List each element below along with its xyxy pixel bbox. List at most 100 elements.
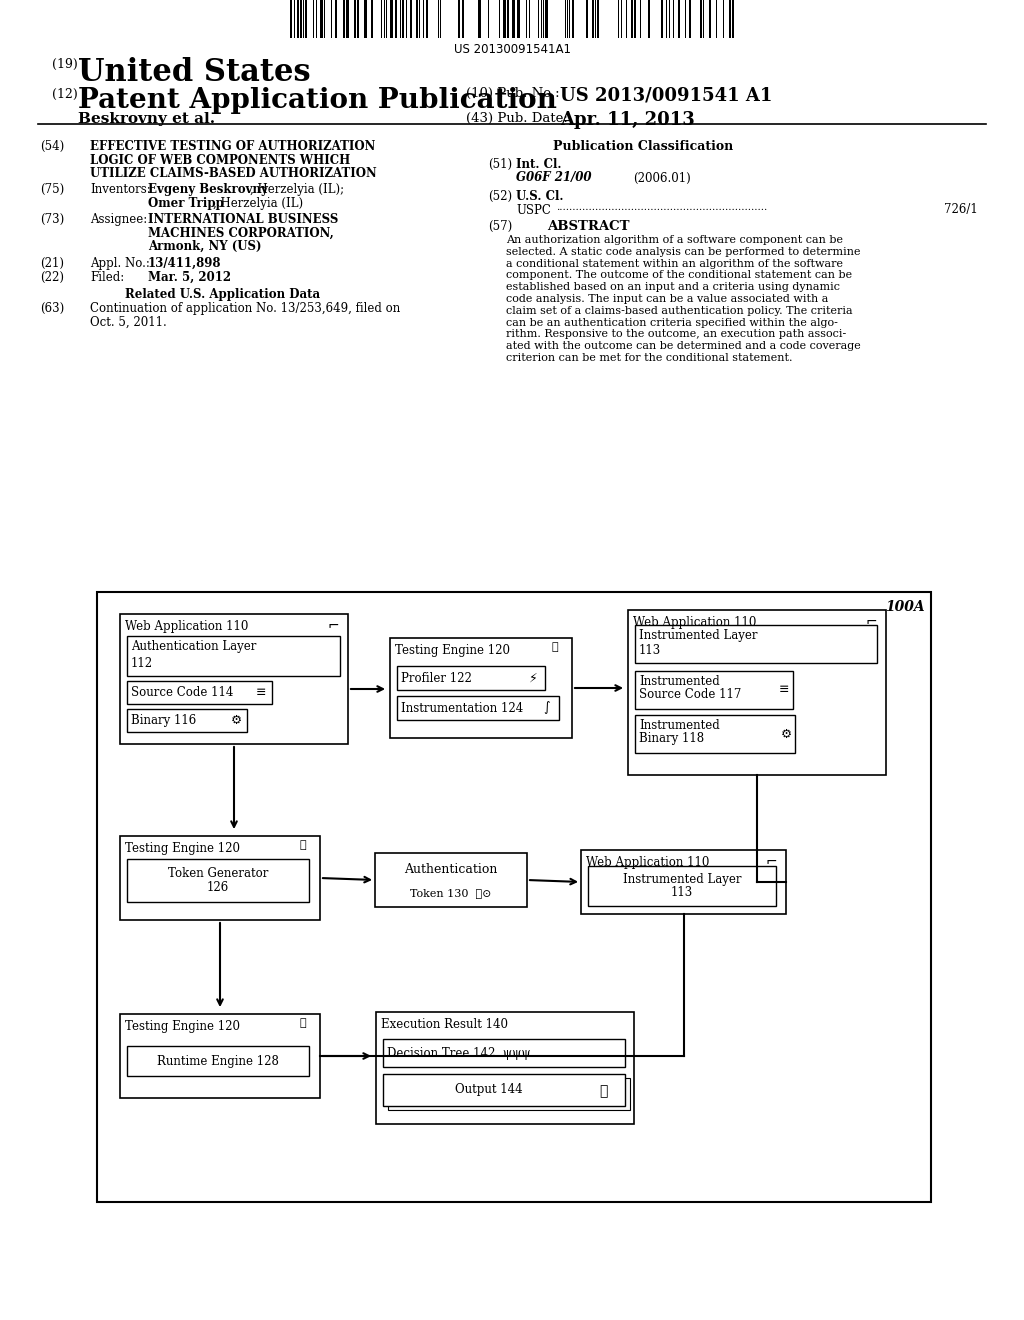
- Bar: [319, 0, 323, 38]
- Text: US 20130091541A1: US 20130091541A1: [454, 44, 570, 55]
- Bar: [588, 866, 776, 906]
- Bar: [458, 0, 460, 38]
- Text: 📋: 📋: [300, 1018, 306, 1028]
- Bar: [635, 624, 877, 663]
- Text: EFFECTIVE TESTING OF AUTHORIZATION: EFFECTIVE TESTING OF AUTHORIZATION: [90, 140, 376, 153]
- Text: can be an authentication criteria specified within the algo-: can be an authentication criteria specif…: [506, 318, 838, 327]
- Bar: [581, 850, 786, 913]
- Text: (73): (73): [40, 213, 65, 226]
- Bar: [390, 638, 572, 738]
- Bar: [346, 0, 349, 38]
- Text: , Herzelyia (IL);: , Herzelyia (IL);: [250, 183, 344, 195]
- Bar: [290, 0, 292, 38]
- Bar: [357, 0, 359, 38]
- Text: Inventors:: Inventors:: [90, 183, 151, 195]
- Text: (57): (57): [488, 220, 512, 234]
- Bar: [634, 0, 636, 38]
- Bar: [689, 0, 691, 38]
- Text: ated with the outcome can be determined and a code coverage: ated with the outcome can be determined …: [506, 341, 861, 351]
- Bar: [297, 0, 299, 38]
- Text: ⚙: ⚙: [781, 727, 793, 741]
- Text: 100A: 100A: [886, 601, 925, 614]
- Bar: [503, 0, 506, 38]
- Text: Runtime Engine 128: Runtime Engine 128: [157, 1055, 279, 1068]
- Bar: [512, 0, 515, 38]
- Bar: [383, 1074, 625, 1106]
- Text: U.S. Cl.: U.S. Cl.: [516, 190, 563, 203]
- Bar: [120, 614, 348, 744]
- Text: ⌐: ⌐: [766, 854, 777, 869]
- Text: Web Application 110: Web Application 110: [125, 620, 249, 634]
- Text: criterion can be met for the conditional statement.: criterion can be met for the conditional…: [506, 352, 793, 363]
- Text: 726/1: 726/1: [944, 203, 978, 216]
- Text: Decision Tree 142  ψψψ: Decision Tree 142 ψψψ: [387, 1047, 530, 1060]
- Bar: [410, 0, 412, 38]
- Text: (21): (21): [40, 257, 63, 271]
- Bar: [586, 0, 588, 38]
- Text: (51): (51): [488, 158, 512, 172]
- Text: component. The outcome of the conditional statement can be: component. The outcome of the conditiona…: [506, 271, 852, 280]
- Text: established based on an input and a criteria using dynamic: established based on an input and a crit…: [506, 282, 840, 292]
- Bar: [426, 0, 428, 38]
- Bar: [662, 0, 663, 38]
- Bar: [305, 0, 307, 38]
- Text: (54): (54): [40, 140, 65, 153]
- Text: Testing Engine 120: Testing Engine 120: [125, 1020, 240, 1034]
- Bar: [388, 1078, 630, 1110]
- Text: Beskrovny et al.: Beskrovny et al.: [78, 112, 215, 125]
- Text: MACHINES CORPORATION,: MACHINES CORPORATION,: [148, 227, 334, 239]
- Text: Int. Cl.: Int. Cl.: [516, 158, 561, 172]
- Bar: [395, 0, 397, 38]
- Text: Source Code 117: Source Code 117: [639, 688, 741, 701]
- Text: Profiler 122: Profiler 122: [401, 672, 472, 685]
- Text: US 2013/0091541 A1: US 2013/0091541 A1: [560, 86, 772, 104]
- Text: 113: 113: [671, 887, 693, 899]
- Text: LOGIC OF WEB COMPONENTS WHICH: LOGIC OF WEB COMPONENTS WHICH: [90, 153, 350, 166]
- Text: Token Generator: Token Generator: [168, 867, 268, 880]
- Text: USPC: USPC: [516, 203, 551, 216]
- Bar: [120, 1014, 319, 1098]
- Bar: [397, 667, 545, 690]
- Text: ≡: ≡: [256, 686, 266, 700]
- Text: Execution Result 140: Execution Result 140: [381, 1018, 508, 1031]
- Text: Output 144: Output 144: [456, 1084, 523, 1097]
- Text: Instrumented: Instrumented: [639, 719, 720, 733]
- Bar: [635, 715, 795, 752]
- Text: rithm. Responsive to the outcome, an execution path associ-: rithm. Responsive to the outcome, an exe…: [506, 330, 846, 339]
- Text: Authentication Layer: Authentication Layer: [131, 640, 256, 653]
- Bar: [376, 1012, 634, 1125]
- Text: Evgeny Beskrovny: Evgeny Beskrovny: [148, 183, 268, 195]
- Text: 126: 126: [207, 880, 229, 894]
- Text: Token 130  ∿⊙: Token 130 ∿⊙: [411, 888, 492, 898]
- Bar: [335, 0, 337, 38]
- Bar: [120, 836, 319, 920]
- Text: (12): (12): [52, 88, 78, 102]
- Bar: [402, 0, 404, 38]
- Text: Web Application 110: Web Application 110: [633, 616, 757, 630]
- Text: ⌐: ⌐: [328, 618, 340, 632]
- Bar: [462, 0, 464, 38]
- Text: Patent Application Publication: Patent Application Publication: [78, 87, 557, 114]
- Text: ≡: ≡: [779, 684, 790, 697]
- Bar: [97, 591, 931, 1203]
- Text: Assignee:: Assignee:: [90, 213, 147, 226]
- Text: selected. A static code analysis can be performed to determine: selected. A static code analysis can be …: [506, 247, 860, 257]
- Text: G06F 21/00: G06F 21/00: [516, 172, 592, 185]
- Text: (43) Pub. Date:: (43) Pub. Date:: [466, 112, 568, 125]
- Text: ⧉: ⧉: [599, 1084, 607, 1098]
- Text: ⚙: ⚙: [231, 714, 243, 727]
- Text: (22): (22): [40, 271, 63, 284]
- Bar: [732, 0, 734, 38]
- Bar: [127, 681, 272, 704]
- Text: , Herzelyia (IL): , Herzelyia (IL): [213, 197, 303, 210]
- Text: 113: 113: [639, 644, 662, 657]
- Bar: [371, 0, 373, 38]
- Bar: [709, 0, 711, 38]
- Text: .................................................................: ........................................…: [556, 203, 767, 213]
- Text: (63): (63): [40, 302, 65, 315]
- Bar: [648, 0, 650, 38]
- Text: Appl. No.:: Appl. No.:: [90, 257, 150, 271]
- Bar: [416, 0, 418, 38]
- Text: Omer Tripp: Omer Tripp: [148, 197, 224, 210]
- Text: Source Code 114: Source Code 114: [131, 686, 233, 700]
